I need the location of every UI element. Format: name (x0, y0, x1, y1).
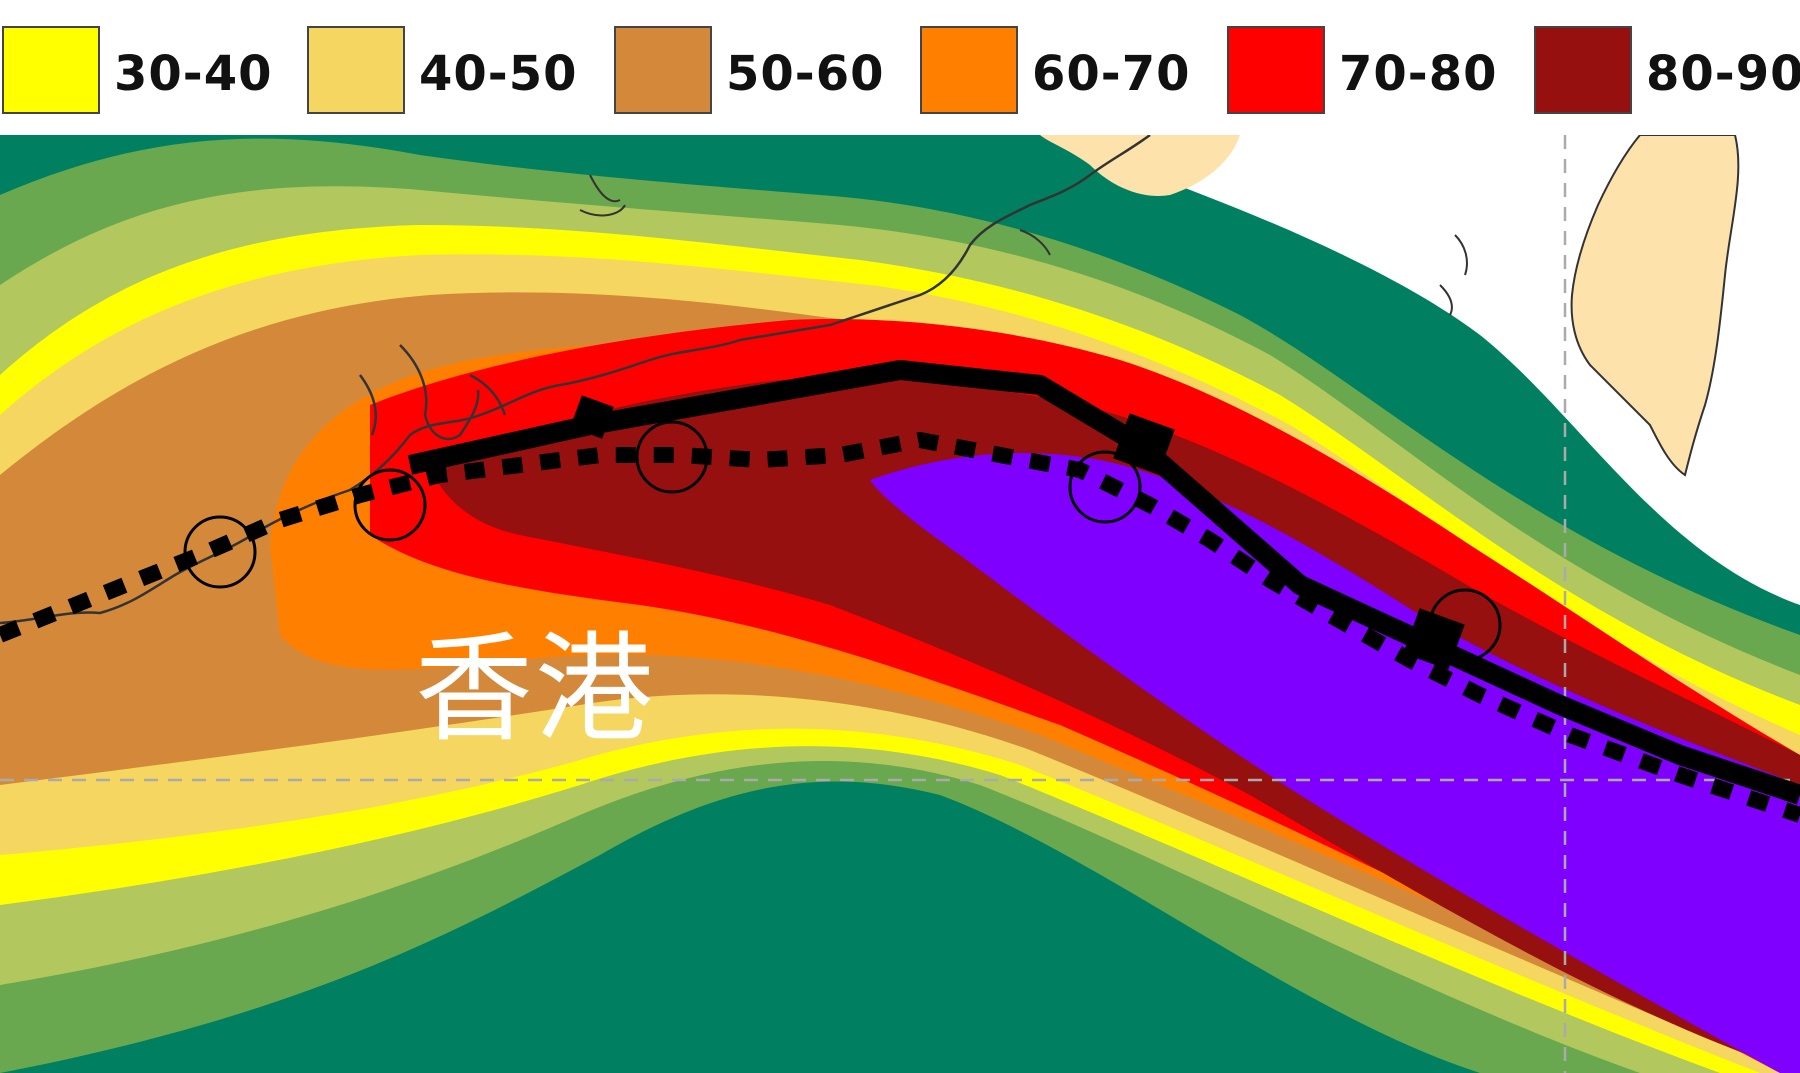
city-label-hong-kong: 香港 (415, 620, 656, 758)
legend-swatch (1227, 26, 1325, 114)
legend-swatch (920, 26, 1018, 114)
legend-label: 40-50 (419, 46, 578, 102)
probability-map: 香港 (0, 135, 1800, 1073)
probability-legend: 30-40 40-50 50-60 60-70 70-80 80-90 (0, 0, 1800, 125)
legend-swatch (1534, 26, 1632, 114)
mainland-land (1040, 135, 1240, 196)
position-circle (1068, 450, 1142, 524)
coastline (0, 135, 1151, 625)
legend-label: 60-70 (1032, 46, 1191, 102)
legend-label: 70-80 (1339, 46, 1498, 102)
position-circle (635, 420, 709, 494)
forecast-track-dotted (0, 431, 1800, 823)
legend-swatch (2, 26, 100, 114)
position-circle (183, 515, 257, 589)
hong-kong-estuary (358, 344, 507, 441)
taiwan-island (1570, 135, 1740, 477)
coastline-islands (579, 174, 1468, 316)
legend-label: 80-90 (1646, 46, 1800, 102)
position-circle (1428, 588, 1502, 662)
map-svg (0, 135, 1800, 1073)
band-80-90 (430, 378, 1800, 1073)
legend-label: 50-60 (726, 46, 885, 102)
band-90-plus (870, 452, 1800, 1073)
legend-swatch (307, 26, 405, 114)
forecast-track-solid (407, 360, 1800, 805)
position-circle (353, 468, 427, 542)
legend-swatch (614, 26, 712, 114)
track-square-marker (570, 395, 614, 439)
legend-label: 30-40 (114, 46, 273, 102)
